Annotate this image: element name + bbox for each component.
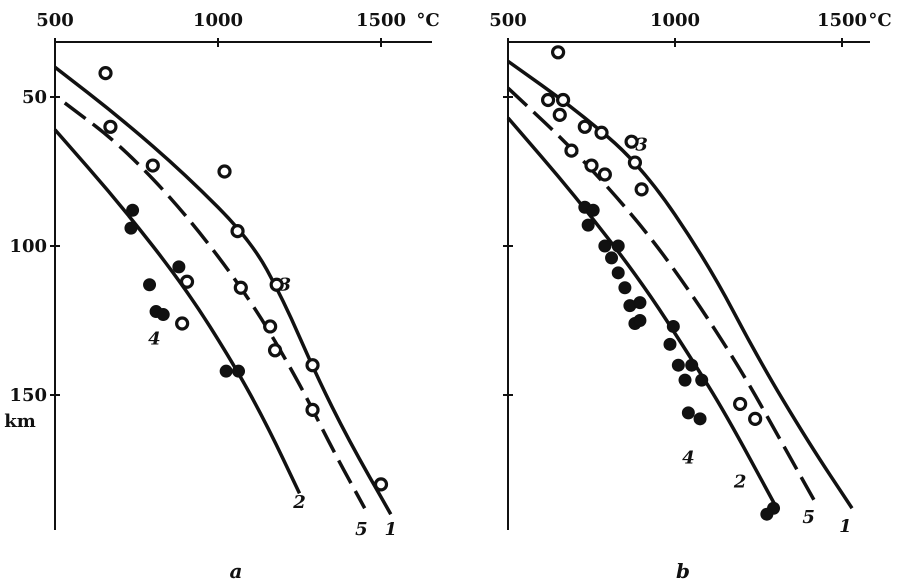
- panel-b-curve-1: [506, 59, 854, 510]
- panel-a-point-series-4: [172, 260, 186, 274]
- panel-b-point-series-3: [597, 167, 612, 182]
- panel-a-point-series-3: [305, 402, 320, 417]
- panel-b-point-series-3: [624, 134, 639, 149]
- panel-a-x-unit-label: °C: [416, 10, 439, 31]
- panel-b-point-series-3: [577, 119, 592, 134]
- panel-b-point-series-4: [760, 507, 774, 521]
- panel-a-y-tick-label: 100: [9, 236, 47, 257]
- panel-b-annotation-5: 5: [802, 507, 815, 528]
- panel-b-point-series-4: [671, 358, 685, 372]
- panel-a-point-series-3: [217, 164, 232, 179]
- panel-a-curve-5: [63, 101, 367, 510]
- panel-b-point-series-4: [633, 314, 647, 327]
- panel-a-y-tick-label: 50: [22, 87, 47, 108]
- panel-b-point-series-4: [581, 218, 595, 232]
- panel-a-point-series-4: [232, 364, 246, 378]
- panel-b-point-series-3: [594, 125, 609, 140]
- panel-b-point-series-4: [586, 203, 600, 217]
- panel-a-annotation-2: 2: [292, 492, 306, 513]
- panel-a-point-series-3: [175, 316, 190, 331]
- panel-b-x-tick-label: 1500: [817, 10, 867, 31]
- panel-a-x-tick-label: 1500: [356, 10, 406, 31]
- panel-a-point-series-4: [124, 221, 138, 235]
- panel-b-point-series-4: [678, 373, 692, 387]
- panel-b-point-series-4: [681, 406, 695, 420]
- panel-a-point-series-3: [103, 119, 118, 134]
- panel-b-annotation-3: 3: [635, 135, 648, 156]
- panel-b-point-series-3: [584, 158, 599, 173]
- panel-b-point-series-4: [633, 296, 647, 310]
- panel-a-point-series-3: [267, 343, 283, 358]
- panel-a-y-tick-label: 150: [9, 385, 47, 406]
- panel-a-point-series-4: [126, 203, 140, 217]
- panel-a-point-series-4: [156, 308, 170, 322]
- panel-b-annotation-4: 4: [682, 448, 695, 469]
- panel-a-point-series-3: [373, 477, 389, 492]
- panel-b-annotation-1: 1: [839, 516, 852, 537]
- panel-b-point-series-3: [564, 143, 579, 158]
- panel-b-curve-5: [506, 86, 817, 504]
- panel-a-curve-2: [53, 128, 302, 495]
- panel-b-point-series-4: [663, 337, 677, 351]
- panel-b-point-series-4: [605, 251, 619, 265]
- panel-a: 500 1000 1500 °C 50 100 150 km 3 4 2 5 1 a: [4, 10, 439, 583]
- panel-b-annotation-2: 2: [733, 471, 747, 492]
- panel-a-point-series-4: [219, 364, 233, 378]
- panel-b-point-series-3: [552, 107, 567, 122]
- panel-a-point-series-3: [230, 224, 245, 239]
- panel-b-point-series-4: [695, 373, 709, 387]
- panel-b-point-series-3: [634, 182, 649, 197]
- panel-a-annotation-4: 4: [148, 328, 161, 349]
- panel-b: 500 1000 1500 °C 3 4 2 5 1 b: [489, 10, 891, 583]
- panel-a-annotation-1: 1: [385, 519, 398, 540]
- panel-a-x-tick-label: 500: [36, 10, 74, 31]
- panel-a-point-series-3: [179, 274, 195, 289]
- panel-b-point-series-4: [666, 319, 680, 333]
- panel-a-x-tick-label: 1000: [193, 10, 243, 31]
- panel-b-point-series-3: [550, 45, 566, 60]
- panel-a-annotation-5: 5: [355, 519, 368, 540]
- panel-a-point-series-4: [143, 278, 157, 292]
- panel-b-point-series-3: [556, 92, 571, 108]
- panel-a-point-series-3: [145, 158, 160, 173]
- panel-b-point-series-3: [627, 155, 643, 170]
- panel-a-label: a: [230, 559, 243, 583]
- panel-a-annotation-3: 3: [279, 275, 292, 296]
- panel-b-point-series-3: [733, 396, 748, 412]
- panel-b-point-series-4: [611, 239, 625, 253]
- panel-a-point-series-3: [233, 280, 248, 295]
- panel-b-point-series-4: [618, 281, 632, 295]
- panel-b-x-unit-label: °C: [868, 10, 891, 31]
- panel-a-point-series-3: [263, 319, 278, 334]
- panel-b-point-series-4: [685, 358, 699, 372]
- panel-b-point-series-4: [598, 239, 612, 253]
- panel-b-point-series-3: [748, 411, 763, 426]
- panel-a-point-series-3: [98, 66, 113, 81]
- panel-a-point-series-3: [305, 358, 320, 373]
- panel-b-x-tick-label: 1000: [650, 10, 700, 31]
- panel-a-curve-1: [53, 65, 393, 516]
- panel-a-point-series-3: [269, 277, 284, 292]
- panel-b-x-tick-label: 500: [489, 10, 527, 31]
- panel-b-point-series-4: [693, 412, 707, 426]
- panel-b-point-series-3: [540, 92, 556, 108]
- panel-b-point-series-4: [611, 266, 625, 280]
- panel-b-label: b: [676, 559, 690, 583]
- panel-a-y-unit-label: km: [4, 411, 36, 432]
